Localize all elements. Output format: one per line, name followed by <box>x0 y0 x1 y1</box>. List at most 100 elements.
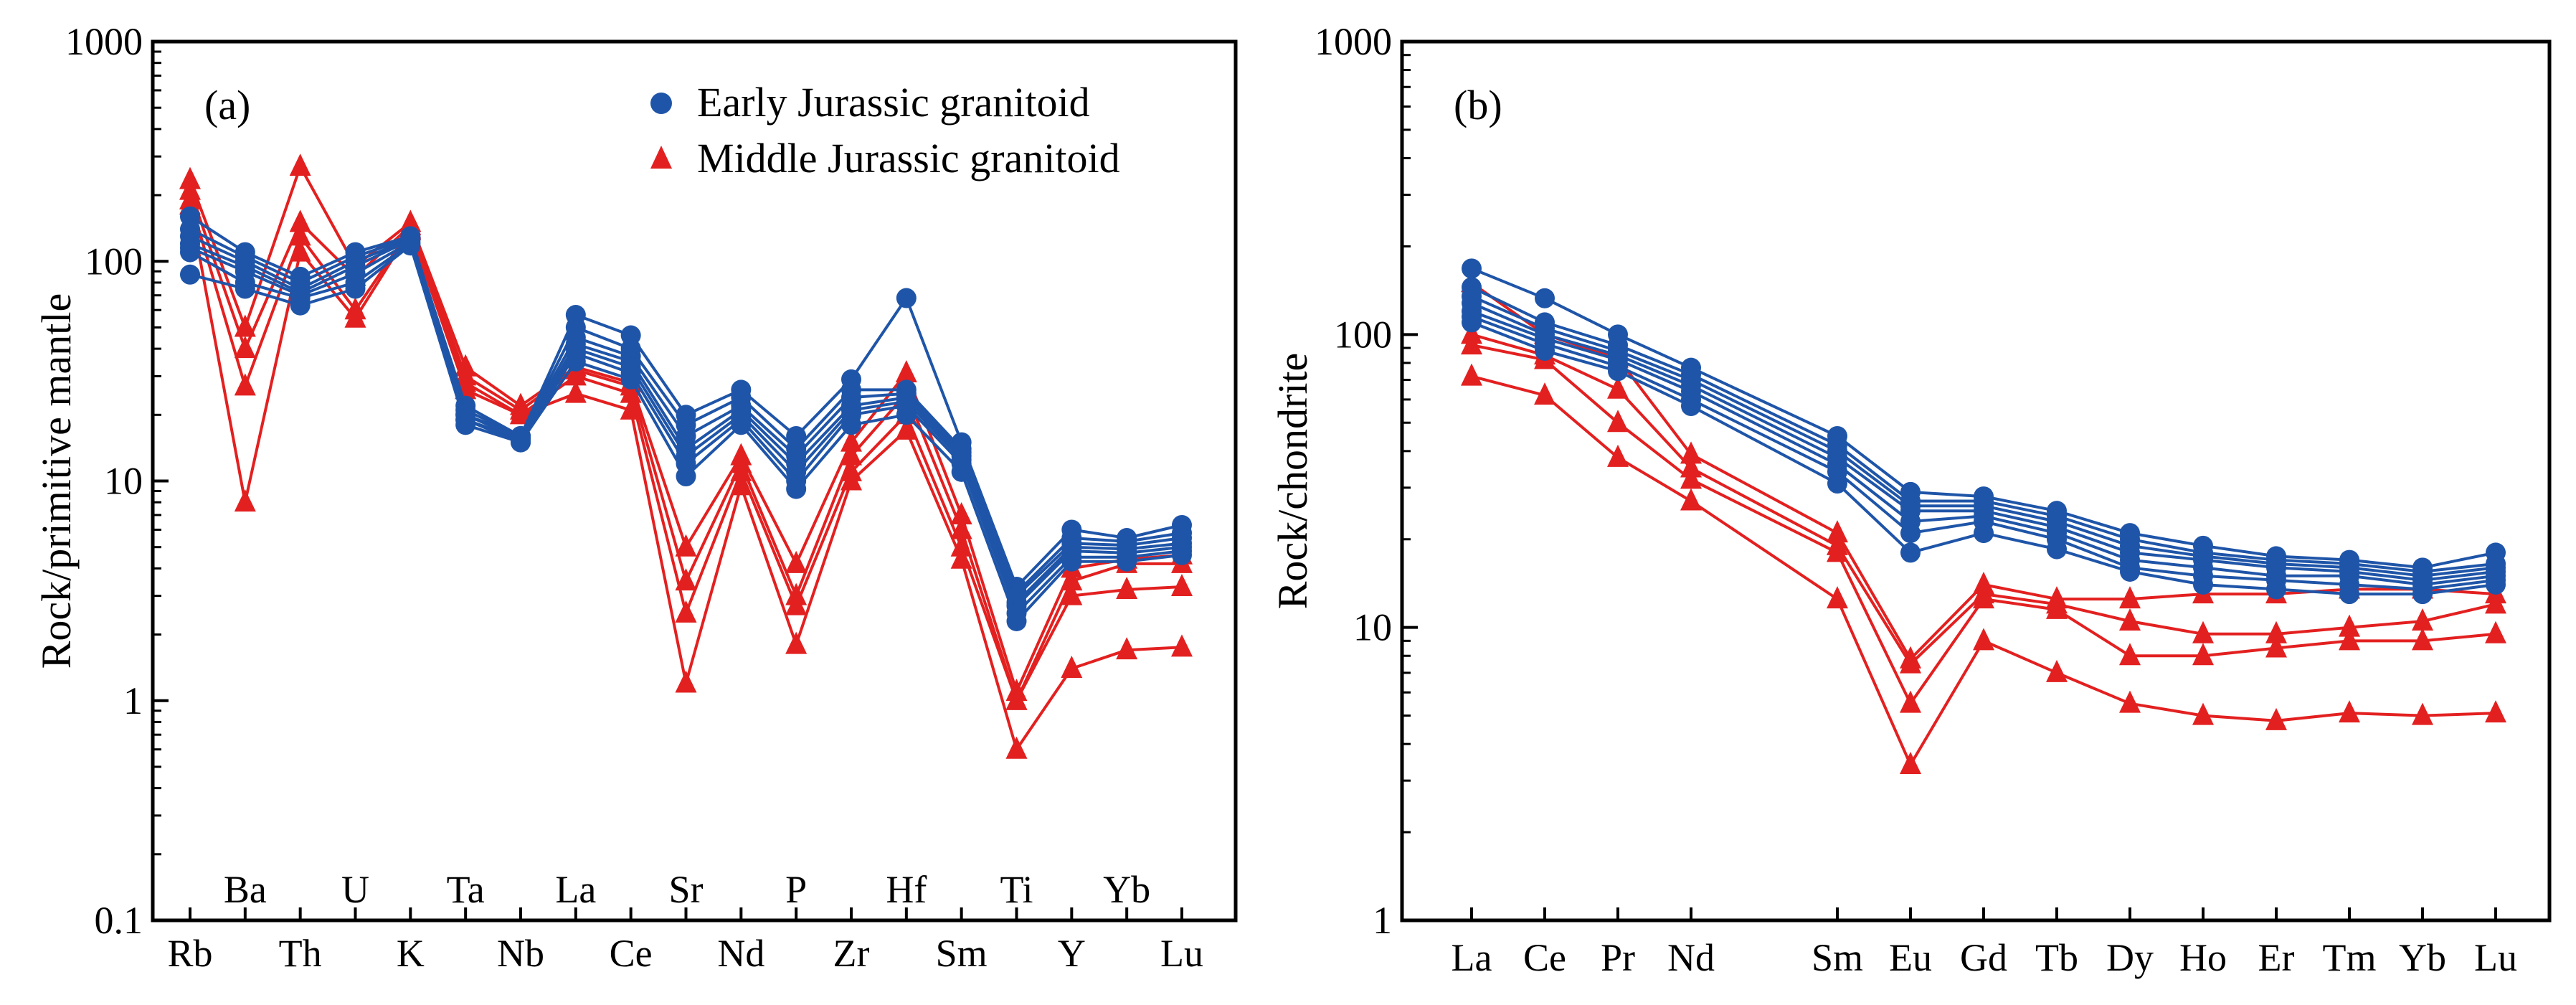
data-point-triangle <box>2412 702 2433 725</box>
data-point-triangle <box>564 380 587 403</box>
data-point-circle <box>1900 542 1921 563</box>
data-point-triangle <box>2485 700 2506 723</box>
data-point-triangle <box>2119 643 2141 666</box>
data-point-circle <box>731 415 752 435</box>
series-line <box>1471 374 2496 766</box>
data-point-circle <box>2120 561 2140 582</box>
data-point-circle <box>565 351 586 372</box>
x-category-label: Nd <box>717 932 764 975</box>
data-point-triangle <box>1061 582 1083 605</box>
data-point-circle <box>1462 258 1482 279</box>
data-point-triangle <box>2339 614 2360 637</box>
data-point-circle <box>1974 523 1994 544</box>
data-point-triangle <box>1900 690 1921 713</box>
y-tick-label: 0.1 <box>95 899 143 942</box>
x-category-label: Sm <box>1812 936 1863 979</box>
panel-label: (b) <box>1454 82 1502 128</box>
x-category-label: U <box>341 868 369 911</box>
data-point-triangle <box>2119 608 2141 631</box>
data-point-triangle <box>1680 441 1702 464</box>
data-point-triangle <box>2192 621 2214 643</box>
series-early <box>180 235 1192 631</box>
x-category-label: Tm <box>2323 936 2377 979</box>
data-point-triangle <box>1061 655 1083 678</box>
panel-label: (a) <box>204 82 250 128</box>
data-point-triangle <box>1973 586 1994 609</box>
data-point-triangle <box>234 489 256 512</box>
x-category-label: Y <box>1058 932 1086 975</box>
x-category-label: Sr <box>668 868 703 911</box>
data-point-triangle <box>675 670 697 693</box>
data-point-triangle <box>564 363 587 386</box>
data-point-circle <box>2266 579 2286 600</box>
series-line <box>1471 333 2496 666</box>
x-category-label: Ce <box>1523 936 1566 979</box>
legend: Early Jurassic granitoid Middle Jurassic … <box>650 79 1120 181</box>
data-point-triangle <box>1607 410 1629 433</box>
data-point-triangle <box>1607 376 1629 399</box>
data-point-circle <box>1681 396 1701 417</box>
series-early <box>1462 312 2506 605</box>
data-point-triangle <box>1900 651 1921 674</box>
data-point-triangle <box>1171 634 1193 657</box>
data-point-triangle <box>2046 659 2068 682</box>
data-point-triangle <box>1680 488 1702 511</box>
legend-label: Early Jurassic granitoid <box>697 79 1090 126</box>
data-point-circle <box>676 466 696 487</box>
data-point-triangle <box>2339 628 2360 651</box>
data-point-circle <box>235 278 255 299</box>
data-point-circle <box>620 369 641 390</box>
data-point-triangle <box>2412 608 2433 631</box>
data-point-triangle <box>620 397 642 420</box>
x-category-label: Yb <box>2399 936 2446 979</box>
data-point-circle <box>2339 584 2359 605</box>
data-point-triangle <box>2485 591 2506 614</box>
data-point-triangle <box>2412 628 2433 651</box>
y-tick-label: 1000 <box>65 20 143 63</box>
data-point-triangle <box>895 417 917 440</box>
data-point-triangle <box>510 402 531 425</box>
data-point-circle <box>2412 584 2433 605</box>
data-point-triangle <box>675 600 697 623</box>
data-point-circle <box>786 478 807 499</box>
legend-marker-triangle <box>650 146 672 169</box>
data-point-triangle <box>1116 577 1138 600</box>
data-point-triangle <box>950 546 972 569</box>
x-category-label: La <box>555 868 596 911</box>
x-category-label: Hf <box>886 868 927 911</box>
data-point-circle <box>2486 574 2506 595</box>
data-point-triangle <box>785 631 808 654</box>
plot-frame <box>1400 39 2552 923</box>
data-point-triangle <box>1827 539 1848 562</box>
series-line <box>1471 321 2496 596</box>
data-point-triangle <box>1827 586 1848 609</box>
data-point-triangle <box>2265 707 2287 730</box>
data-point-circle <box>896 288 917 308</box>
data-point-triangle <box>2119 586 2141 609</box>
data-point-triangle <box>785 550 808 573</box>
series-line <box>1471 315 2496 591</box>
data-point-triangle <box>1171 573 1193 596</box>
data-point-triangle <box>1607 444 1629 467</box>
x-category-label: Th <box>279 932 322 975</box>
data-point-circle <box>180 242 200 263</box>
x-category-label: Lu <box>2474 936 2517 979</box>
x-category-label: Ce <box>610 932 653 975</box>
y-tick-label: 1 <box>1373 899 1392 942</box>
x-category-label: Ba <box>224 868 267 911</box>
data-point-triangle <box>840 468 862 491</box>
data-point-triangle <box>1680 466 1702 489</box>
data-point-triangle <box>289 223 311 246</box>
series-line <box>1471 295 2496 577</box>
data-point-triangle <box>289 154 311 176</box>
x-category-label: Nd <box>1667 936 1715 979</box>
data-point-circle <box>1462 312 1482 333</box>
x-category-label: Ho <box>2179 936 2227 979</box>
data-point-triangle <box>234 373 256 396</box>
data-point-triangle <box>730 473 752 496</box>
series-line <box>1471 310 2496 586</box>
y-tick-label: 1 <box>123 679 143 722</box>
data-point-circle <box>951 461 972 482</box>
data-point-circle <box>1061 551 1082 572</box>
